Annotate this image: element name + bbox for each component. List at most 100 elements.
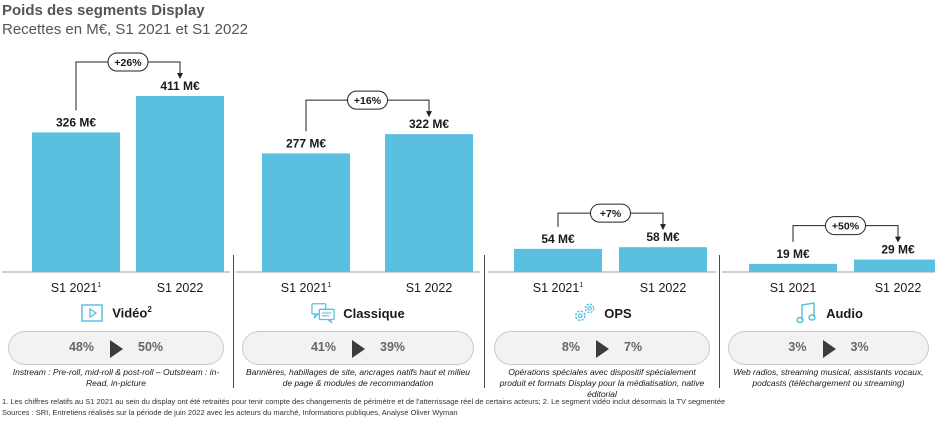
bar xyxy=(619,247,707,272)
segment-header: OPS xyxy=(488,301,716,325)
share-s1-2021: 8% xyxy=(561,340,580,354)
x-tick-label: S1 2022 xyxy=(853,281,935,295)
icon-shape xyxy=(584,303,595,314)
play-arrow-icon xyxy=(110,340,123,358)
x-tick-text: S1 2022 xyxy=(874,281,922,295)
bar xyxy=(385,134,473,272)
bar xyxy=(136,96,224,272)
x-tick-label: S1 2022 xyxy=(618,281,708,295)
x-tick-label: S1 20211 xyxy=(261,281,351,295)
x-tick-label: S1 2021 xyxy=(748,281,838,295)
growth-badge xyxy=(825,216,866,236)
icon-shape xyxy=(801,302,815,320)
share-s1-2021: 41% xyxy=(310,340,336,354)
x-tick-label: S1 20211 xyxy=(31,281,121,295)
x-tick-label: S1 2022 xyxy=(384,281,474,295)
share-pill: 3% 3% xyxy=(728,331,929,365)
growth-badge xyxy=(590,203,631,223)
growth-badge xyxy=(107,52,149,72)
segment-description: Instream : Pre-roll, mid-roll & post-rol… xyxy=(12,367,220,388)
chart-subtitle: Recettes en M€, S1 2021 et S1 2022 xyxy=(2,21,248,38)
icon-shape xyxy=(575,303,595,322)
data-label: 326 M€ xyxy=(56,115,96,129)
footnote-marker: 1 xyxy=(327,281,332,289)
footnote: 1. Les chiffres relatifs au S1 2021 au s… xyxy=(2,397,726,406)
data-label: 54 M€ xyxy=(541,232,575,246)
footnote-marker: 1 xyxy=(579,281,584,289)
icon-shape xyxy=(81,304,103,322)
x-tick-text: S1 2022 xyxy=(156,281,204,295)
segment-header: Classique xyxy=(236,301,480,325)
data-label: 411 M€ xyxy=(160,79,200,93)
icon-shape xyxy=(796,316,804,324)
growth-label: +50% xyxy=(832,221,860,233)
icon-shape xyxy=(311,303,336,324)
footnote-marker: 2 xyxy=(147,305,152,315)
share-pill: 48% 50% xyxy=(8,331,224,365)
data-label: 58 M€ xyxy=(646,230,680,244)
segment-name: Audio xyxy=(826,305,863,321)
growth-label: +7% xyxy=(600,208,622,220)
x-tick-text: S1 2022 xyxy=(639,281,687,295)
footnote-marker: 1 xyxy=(97,281,102,289)
music-note-icon xyxy=(794,302,818,324)
icon-shape xyxy=(578,313,584,319)
x-tick-label: S1 20211 xyxy=(513,281,603,295)
icon-shape xyxy=(575,310,586,322)
data-label: 277 M€ xyxy=(286,136,326,150)
growth-label: +16% xyxy=(354,95,382,107)
data-label: 29 M€ xyxy=(881,243,915,257)
share-s1-2022: 50% xyxy=(138,340,164,354)
share-s1-2022: 3% xyxy=(850,340,869,354)
share-s1-2021: 3% xyxy=(788,340,807,354)
sources: Sources : SRI, Entretiens réalisés sur l… xyxy=(2,408,458,417)
bar xyxy=(514,248,602,272)
panel-separator xyxy=(719,255,720,388)
play-arrow-icon xyxy=(822,340,836,358)
x-tick-label: S1 2022 xyxy=(135,281,225,295)
segment-description: Web radios, streaming musical, assistant… xyxy=(733,367,924,388)
segment-description: Opérations spéciales avec dispositif spé… xyxy=(499,367,705,399)
segment-name: Classique xyxy=(343,305,405,321)
play-arrow-icon xyxy=(596,340,609,358)
growth-badge xyxy=(347,90,388,110)
share-pill: 8% 7% xyxy=(494,331,710,365)
icon-shape xyxy=(808,314,816,321)
icon-shape xyxy=(327,318,333,324)
gears-icon xyxy=(572,302,596,324)
share-s1-2022: 39% xyxy=(380,340,406,354)
data-label: 19 M€ xyxy=(776,247,810,261)
panel-separator xyxy=(233,255,234,388)
chart-title: Poids des segments Display xyxy=(2,2,205,19)
icon-shape xyxy=(314,313,320,320)
x-tick-text: S1 2021 xyxy=(769,281,817,295)
segment-description: Bannières, habillages de site, ancrages … xyxy=(246,367,470,388)
icon-shape xyxy=(796,302,816,324)
bar-chart: 326 M€ 411 M€ +26% 277 M€ 322 M€ +16% 54 M€ 58 … xyxy=(2,52,935,273)
segment-header: Audio xyxy=(722,301,935,325)
x-tick-text: S1 2021 xyxy=(50,281,98,295)
icon-shape xyxy=(587,306,593,311)
data-label: 322 M€ xyxy=(409,117,449,131)
share-pill: 41% 39% xyxy=(242,331,474,365)
play-arrow-icon xyxy=(352,340,365,358)
icon-shape xyxy=(318,308,336,321)
share-s1-2021: 48% xyxy=(68,340,94,354)
x-tick-text: S1 2021 xyxy=(280,281,328,295)
growth-label: +26% xyxy=(114,57,142,69)
segment-name: OPS xyxy=(604,305,632,321)
segment-name: Vidéo2 xyxy=(112,305,152,321)
segment-header: Vidéo2 xyxy=(2,301,230,325)
panel-separator xyxy=(484,255,485,388)
bar xyxy=(749,263,837,272)
video-play-icon xyxy=(80,302,104,324)
x-tick-text: S1 2021 xyxy=(532,281,580,295)
bar xyxy=(262,153,350,272)
chat-bubbles-icon xyxy=(311,302,336,324)
icon-shape xyxy=(89,307,98,319)
bar xyxy=(32,132,120,272)
icon-shape xyxy=(81,304,103,322)
x-tick-text: S1 2022 xyxy=(405,281,453,295)
bar xyxy=(854,259,935,272)
share-s1-2022: 7% xyxy=(624,340,643,354)
